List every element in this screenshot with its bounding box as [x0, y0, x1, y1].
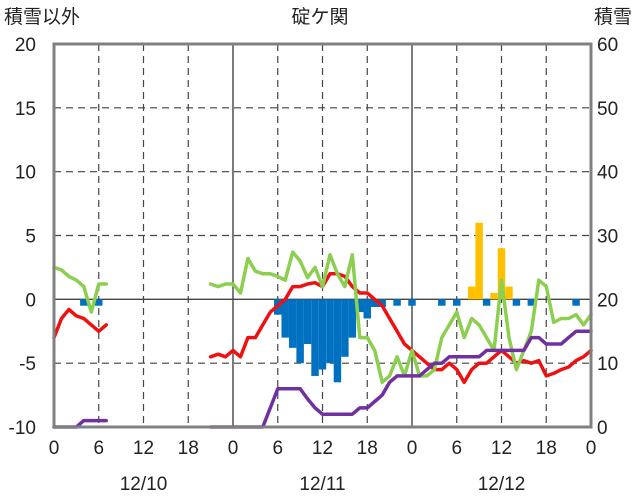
yellow-bar — [467, 286, 476, 300]
blue-bar — [370, 299, 379, 307]
left-tick-label: 20 — [15, 35, 36, 56]
date-label: 12/10 — [120, 474, 168, 495]
right-tick-label: 60 — [597, 35, 618, 56]
x-tick-label: 0 — [228, 438, 239, 459]
blue-bar — [80, 299, 88, 306]
green-line — [52, 265, 108, 314]
date-label: 12/11 — [299, 474, 345, 495]
x-tick-label: 6 — [93, 438, 104, 459]
x-tick-label: 6 — [451, 438, 462, 459]
lines-layer — [52, 250, 593, 429]
blue-bar — [333, 299, 342, 383]
chart-title: 碇ケ関 — [291, 6, 348, 28]
right-tick-label: 40 — [597, 163, 618, 184]
blue-bar — [482, 299, 491, 306]
yellow-bar — [505, 286, 513, 300]
plot-frame — [52, 42, 593, 429]
left-tick-label: 10 — [15, 163, 36, 184]
blue-bar — [288, 299, 297, 348]
blue-bar — [512, 299, 521, 306]
yellow-bar — [497, 248, 506, 300]
blue-bar — [348, 299, 357, 338]
x-tick-label: 18 — [536, 438, 557, 459]
blue-bar — [326, 299, 334, 364]
blue-bar — [303, 299, 312, 345]
blue-bar — [356, 299, 364, 313]
right-tick-label: 0 — [597, 418, 608, 439]
yellow-bar — [475, 222, 483, 300]
left-tick-label: -5 — [19, 354, 36, 375]
left-axis-title: 積雪以外 — [4, 6, 80, 28]
right-tick-label: 50 — [597, 99, 618, 120]
x-tick-label: 6 — [272, 438, 283, 459]
blue-bar — [281, 299, 289, 338]
x-tick-label: 18 — [357, 438, 378, 459]
blue-bar — [408, 299, 416, 306]
blue-bar — [341, 299, 349, 357]
blue-bar — [453, 299, 461, 306]
red-line — [52, 307, 108, 340]
blue-bar — [318, 299, 327, 370]
right-tick-label: 10 — [597, 354, 618, 375]
date-label: 12/12 — [478, 474, 526, 495]
right-tick-label: 20 — [597, 290, 618, 311]
left-tick-label: -10 — [9, 418, 36, 439]
blue-bar — [572, 299, 580, 306]
blue-bar — [296, 299, 304, 364]
left-tick-label: 15 — [15, 99, 36, 120]
x-tick-label: 18 — [178, 438, 199, 459]
right-axis-title: 積雪 — [594, 6, 632, 28]
left-tick-label: 0 — [25, 290, 36, 311]
blue-bar — [527, 299, 536, 306]
blue-bar — [311, 299, 319, 376]
purple-line — [208, 329, 593, 429]
blue-bar — [378, 299, 386, 307]
x-tick-label: 0 — [407, 438, 418, 459]
bars-layer — [80, 222, 580, 383]
blue-bar — [363, 299, 371, 319]
blue-bar — [393, 299, 401, 306]
left-tick-label: 5 — [25, 227, 36, 248]
x-tick-label: 12 — [491, 438, 512, 459]
x-tick-label: 12 — [312, 438, 333, 459]
yellow-bar — [490, 292, 498, 300]
x-tick-label: 0 — [586, 438, 597, 459]
red-line — [208, 272, 593, 385]
blue-bar — [95, 299, 103, 306]
x-tick-label: 12 — [133, 438, 154, 459]
right-tick-label: 30 — [597, 227, 618, 248]
blue-bar — [438, 299, 446, 306]
x-tick-label: 0 — [49, 438, 60, 459]
